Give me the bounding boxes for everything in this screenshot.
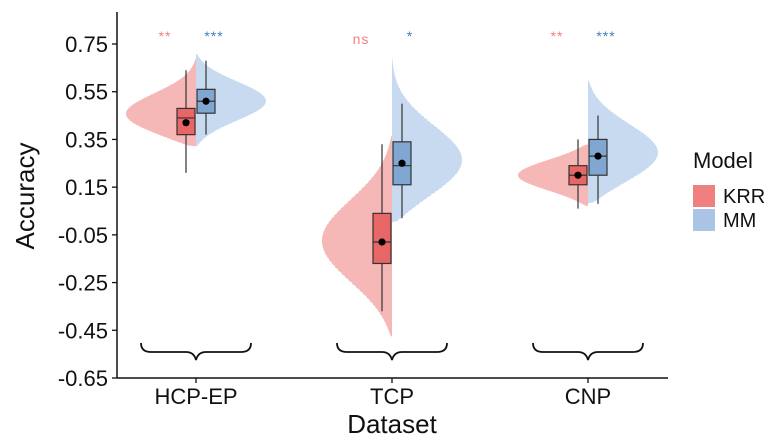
legend-swatch-mm: [693, 209, 715, 231]
x-tick-label: CNP: [565, 384, 611, 409]
mean-point: [182, 119, 190, 127]
y-tick-label: 0.35: [65, 127, 108, 152]
significance-label: **: [551, 28, 564, 44]
x-axis-title: Dataset: [347, 409, 437, 439]
y-axis-title: Accuracy: [10, 143, 40, 250]
significance-label: *: [407, 28, 413, 44]
brace: [140, 342, 252, 361]
y-tick-label: 0.75: [65, 32, 108, 57]
legend-swatch-krr: [693, 185, 715, 207]
y-tick-label: 0.55: [65, 80, 108, 105]
y-tick-label: -0.05: [58, 223, 108, 248]
x-axis-ticks: HCP-EP TCP CNP: [154, 378, 611, 409]
violin-krr-cnp: [518, 144, 588, 207]
significance-label: ***: [204, 28, 223, 44]
y-tick-label: -0.65: [58, 366, 108, 391]
y-tick-label: -0.45: [58, 318, 108, 343]
y-axis-ticks: 0.75 0.55 0.35 0.15 -0.05 -0.25 -0.45 -0.65: [58, 32, 117, 391]
brace: [532, 342, 644, 361]
x-tick-label: TCP: [370, 384, 414, 409]
significance-label: **: [159, 28, 172, 44]
legend-label-krr: KRR: [723, 186, 765, 208]
mean-point: [398, 159, 406, 167]
significance-label: ns: [353, 31, 370, 47]
legend-label-mm: MM: [723, 210, 756, 232]
mean-point: [202, 97, 210, 105]
mean-point: [594, 152, 602, 160]
boxplots-layer: [176, 60, 608, 312]
y-tick-label: 0.15: [65, 175, 108, 200]
mean-point: [574, 171, 582, 179]
braces-layer: [140, 342, 644, 361]
x-tick-label: HCP-EP: [154, 384, 237, 409]
violin-mm-hcp-ep: [196, 53, 266, 147]
violin-krr-tcp: [322, 134, 392, 338]
legend-title: Model: [693, 148, 753, 173]
significance-label: ***: [596, 28, 615, 44]
brace: [336, 342, 448, 361]
significance-layer: ** *** ns * ** ***: [159, 28, 615, 47]
y-tick-label: -0.25: [58, 271, 108, 296]
mean-point: [378, 238, 386, 246]
legend: Model KRR MM: [693, 148, 765, 232]
